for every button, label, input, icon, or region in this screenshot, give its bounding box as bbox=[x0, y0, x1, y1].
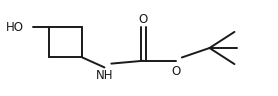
Text: O: O bbox=[172, 65, 181, 78]
Text: NH: NH bbox=[96, 69, 113, 82]
Text: O: O bbox=[138, 13, 148, 26]
Text: HO: HO bbox=[6, 21, 24, 34]
